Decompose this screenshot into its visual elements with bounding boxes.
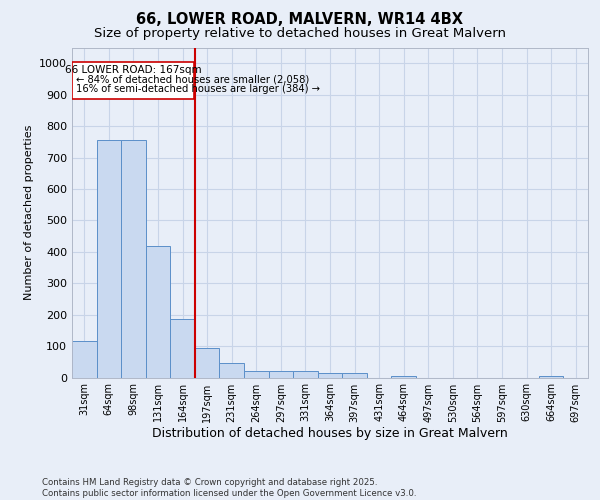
X-axis label: Distribution of detached houses by size in Great Malvern: Distribution of detached houses by size … [152,428,508,440]
Text: ← 84% of detached houses are smaller (2,058): ← 84% of detached houses are smaller (2,… [76,74,309,85]
Text: Contains HM Land Registry data © Crown copyright and database right 2025.
Contai: Contains HM Land Registry data © Crown c… [42,478,416,498]
Bar [121,140,146,378]
Bar [269,370,293,378]
Bar [146,246,170,378]
Bar [342,373,367,378]
Y-axis label: Number of detached properties: Number of detached properties [23,125,34,300]
Bar [170,320,195,378]
Bar [318,374,342,378]
Text: 66, LOWER ROAD, MALVERN, WR14 4BX: 66, LOWER ROAD, MALVERN, WR14 4BX [137,12,464,28]
Bar [293,371,318,378]
Text: 16% of semi-detached houses are larger (384) →: 16% of semi-detached houses are larger (… [76,84,320,94]
Bar [539,376,563,378]
Bar [244,371,269,378]
Text: Size of property relative to detached houses in Great Malvern: Size of property relative to detached ho… [94,28,506,40]
Bar [72,62,194,100]
Bar [97,140,121,378]
Bar [220,362,244,378]
Bar [72,340,97,378]
Bar [391,376,416,378]
Bar [195,348,220,378]
Text: 66 LOWER ROAD: 167sqm: 66 LOWER ROAD: 167sqm [65,65,202,75]
